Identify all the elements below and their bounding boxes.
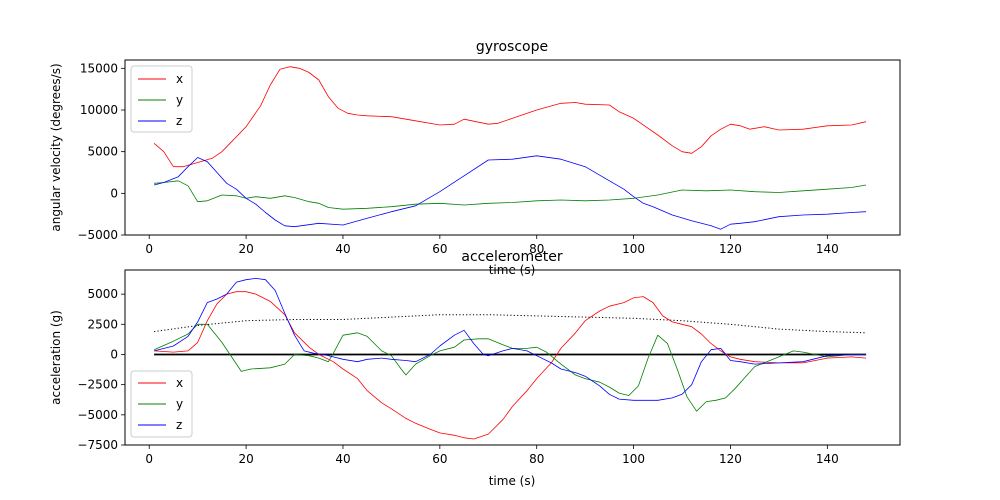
gyroscope-legend: x y z bbox=[130, 65, 193, 133]
accelerometer-panel: 0 20 40 60 80 100 120 140 −7500 −5000 −2500 0 2500 50… bbox=[49, 249, 901, 488]
gyroscope-panel: 0 20 40 60 80 100 120 140 −5000 0 5000 10000 15000 g… bbox=[49, 39, 901, 277]
gyroscope-xtick-label: 0 bbox=[145, 242, 153, 256]
gyroscope-ytick-label: 10000 bbox=[80, 103, 118, 117]
gyroscope-series-y-line bbox=[154, 180, 867, 210]
accelerometer-legend-label-z: z bbox=[176, 418, 182, 432]
gyroscope-xtick-label: 60 bbox=[432, 242, 447, 256]
accelerometer-ytick-label: 5000 bbox=[87, 287, 118, 301]
gyroscope-xtick-label: 40 bbox=[335, 242, 350, 256]
accelerometer-xtick-label: 140 bbox=[816, 452, 839, 466]
accelerometer-series-y-line bbox=[153, 323, 867, 412]
accelerometer-xtick-label: 120 bbox=[719, 452, 742, 466]
gyroscope-legend-box bbox=[130, 65, 193, 133]
gyroscope-legend-label-y: y bbox=[176, 93, 183, 107]
accelerometer-ytick-label: −7500 bbox=[77, 438, 118, 452]
accelerometer-xtick-label: 80 bbox=[529, 452, 544, 466]
gyroscope-legend-label-x: x bbox=[176, 72, 183, 86]
accelerometer-legend: x y z bbox=[130, 370, 193, 438]
accelerometer-xtick-label: 100 bbox=[622, 452, 645, 466]
accelerometer-xlabel: time (s) bbox=[489, 474, 536, 488]
accelerometer-xtick-label: 40 bbox=[335, 452, 350, 466]
gyroscope-ticks: 0 20 40 60 80 100 120 140 −5000 0 5000 10000 15000 bbox=[77, 61, 838, 256]
accelerometer-legend-label-y: y bbox=[176, 397, 183, 411]
gyroscope-legend-label-z: z bbox=[176, 114, 182, 128]
accelerometer-ytick-label: −2500 bbox=[77, 378, 118, 392]
gyroscope-series-x-line bbox=[153, 66, 867, 168]
accelerometer-xtick-label: 0 bbox=[145, 452, 153, 466]
accelerometer-xtick-label: 20 bbox=[238, 452, 253, 466]
accelerometer-legend-label-x: x bbox=[176, 376, 183, 390]
gyroscope-xtick-label: 80 bbox=[529, 242, 544, 256]
gyroscope-ytick-label: 0 bbox=[110, 186, 118, 200]
accelerometer-xtick-label: 60 bbox=[432, 452, 447, 466]
accelerometer-plot-area bbox=[153, 277, 867, 440]
accelerometer-series-x-line bbox=[154, 291, 867, 440]
accelerometer-ytick-label: 2500 bbox=[87, 317, 118, 331]
gyroscope-ylabel: angular velocity (degrees/s) bbox=[49, 63, 63, 231]
accelerometer-series-z-line bbox=[154, 277, 867, 401]
gyroscope-ytick-label: 15000 bbox=[80, 61, 118, 75]
gyroscope-xtick-label: 20 bbox=[238, 242, 253, 256]
gyroscope-xtick-label: 120 bbox=[719, 242, 742, 256]
accelerometer-ytick-label: −5000 bbox=[77, 408, 118, 422]
accelerometer-ytick-label: 0 bbox=[110, 347, 118, 361]
gyroscope-plot-area bbox=[153, 66, 867, 230]
accelerometer-title: accelerometer bbox=[461, 249, 562, 265]
accelerometer-axes-frame bbox=[124, 269, 901, 446]
accelerometer-ylabel: acceleration (g) bbox=[49, 310, 63, 405]
gyroscope-ytick-label: 5000 bbox=[87, 145, 118, 159]
gyroscope-axes-frame bbox=[124, 59, 901, 236]
gyroscope-xtick-label: 100 bbox=[622, 242, 645, 256]
accelerometer-ticks: 0 20 40 60 80 100 120 140 −7500 −5000 −2500 0 2500 50… bbox=[77, 287, 838, 466]
gyroscope-xtick-label: 140 bbox=[816, 242, 839, 256]
gyroscope-series-z-line bbox=[154, 155, 867, 230]
gyroscope-ytick-label: −5000 bbox=[77, 228, 118, 242]
gyroscope-title: gyroscope bbox=[476, 39, 548, 55]
